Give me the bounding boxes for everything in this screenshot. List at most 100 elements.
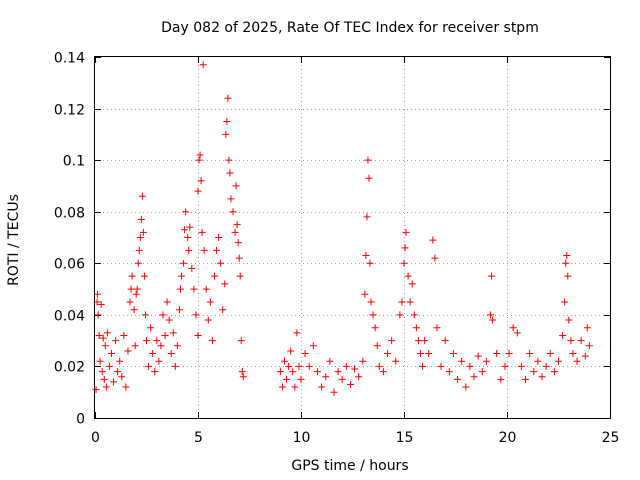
data-point (429, 236, 437, 244)
data-point (563, 252, 571, 260)
data-point (140, 272, 148, 280)
data-point (538, 373, 546, 381)
data-point (401, 244, 409, 252)
data-point (361, 290, 369, 298)
data-point (238, 368, 246, 376)
data-point (482, 357, 490, 365)
data-point (371, 324, 379, 332)
data-point (124, 347, 132, 355)
data-point (365, 174, 373, 182)
data-point (153, 337, 161, 345)
data-point (149, 350, 157, 358)
data-point (215, 234, 223, 241)
data-point (135, 246, 143, 254)
data-point (410, 311, 418, 319)
data-point (110, 378, 118, 386)
data-point (229, 208, 237, 216)
data-point (210, 272, 218, 280)
data-point (175, 306, 183, 314)
data-point (309, 342, 317, 350)
data-point (454, 375, 462, 383)
data-point (546, 350, 554, 358)
y-tick-label: 0.06 (54, 257, 85, 273)
data-point (564, 272, 572, 280)
data-point (225, 156, 233, 164)
data-point (550, 368, 558, 376)
data-point (134, 259, 142, 267)
data-point (173, 342, 181, 350)
data-point (534, 357, 542, 365)
data-point (433, 324, 441, 332)
data-point (278, 383, 286, 391)
data-point (114, 368, 122, 376)
data-point (159, 311, 167, 319)
data-point (346, 380, 354, 388)
data-point (167, 350, 175, 358)
data-point (431, 254, 439, 262)
data-point (562, 259, 570, 267)
data-point (285, 362, 293, 370)
data-point (362, 252, 370, 260)
data-point (93, 298, 101, 306)
data-point (239, 373, 247, 381)
data-point (151, 368, 159, 376)
data-point (522, 375, 530, 383)
data-point (487, 311, 495, 319)
data-point (133, 285, 141, 293)
data-point (98, 368, 106, 376)
data-point (526, 350, 534, 358)
x-tick-label: 15 (396, 430, 414, 446)
y-tick-label: 0.04 (54, 309, 85, 325)
data-point (416, 350, 424, 358)
data-point (379, 368, 387, 376)
data-point (392, 357, 400, 365)
data-point (194, 331, 202, 339)
data-point (466, 362, 474, 370)
data-point (126, 298, 134, 306)
data-point (112, 337, 120, 345)
x-tick-label: 5 (194, 430, 203, 446)
data-series-roti (92, 61, 593, 396)
data-point (217, 259, 225, 267)
data-point (402, 228, 410, 236)
data-point (384, 350, 392, 358)
x-tick-label: 0 (91, 430, 100, 446)
data-point (412, 324, 420, 332)
x-axis-title: GPS time / hours (291, 458, 408, 474)
data-point (313, 368, 321, 376)
data-point (180, 259, 188, 267)
data-point (334, 368, 342, 376)
data-point (181, 226, 189, 234)
data-point (102, 383, 110, 391)
data-point (196, 151, 204, 159)
data-point (198, 228, 206, 236)
x-tick-label: 20 (499, 430, 517, 446)
data-point (105, 362, 113, 370)
data-point (281, 357, 289, 365)
data-point (128, 272, 136, 280)
data-point (182, 208, 190, 216)
data-point (208, 337, 216, 345)
data-point (99, 334, 107, 342)
data-point (137, 215, 145, 223)
data-point (359, 357, 367, 365)
data-point (493, 350, 501, 358)
data-point (291, 383, 299, 391)
data-point (326, 357, 334, 365)
data-point (501, 362, 509, 370)
data-point (97, 301, 105, 309)
data-point (369, 311, 377, 319)
data-point (425, 350, 433, 358)
data-point (235, 254, 243, 262)
data-point (190, 285, 198, 293)
data-point (237, 337, 245, 345)
data-point (301, 350, 309, 358)
data-point (338, 375, 346, 383)
data-point (219, 306, 227, 314)
data-point (163, 298, 171, 306)
data-point (155, 357, 163, 365)
data-point (449, 350, 457, 358)
data-point (234, 239, 242, 247)
data-point (236, 272, 244, 280)
data-point (122, 383, 130, 391)
